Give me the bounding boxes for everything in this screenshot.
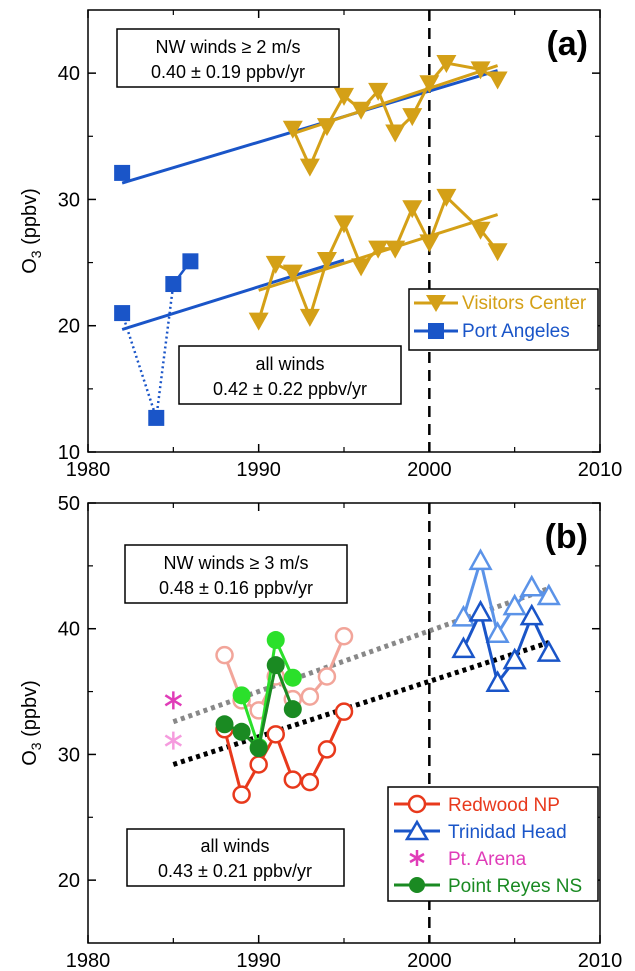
series-redwood-np-all-winds-point — [302, 774, 318, 790]
y-tick-label: 40 — [58, 63, 80, 85]
panel-b-nw-annotation-line1: NW winds ≥ 3 m/s — [164, 553, 309, 573]
panel-b-legend: Redwood NP Trinidad Head Pt. Arena Point… — [388, 787, 598, 901]
legend-port-angeles-label: Port Angeles — [462, 321, 570, 342]
panel-b-label: (b) — [545, 518, 588, 556]
x-tick-label: 1980 — [66, 950, 111, 971]
x-tick-label: 1990 — [236, 950, 281, 971]
legend-visitors-center-label: Visitors Center — [462, 293, 587, 314]
series-point-reyes-ns-nw-winds-3-m-s-point — [284, 669, 302, 687]
y-tick-label: 10 — [58, 442, 80, 464]
series-redwood-np-nw-winds-3-m-s-point — [302, 689, 318, 705]
series-redwood-np-all-winds-point — [268, 726, 284, 742]
series-port-angeles-all-winds-point — [148, 410, 164, 426]
y-tick-label: 30 — [58, 744, 80, 766]
panel-a-all-annotation-line2: 0.42 ± 0.22 ppbv/yr — [213, 379, 367, 399]
panel-b-all-annotation-line2: 0.43 ± 0.21 ppbv/yr — [158, 861, 312, 881]
panel-a-label: (a) — [546, 25, 588, 63]
series-redwood-np-nw-winds-3-m-s-point — [217, 647, 233, 663]
legend-point-reyes-marker — [409, 877, 425, 893]
series-redwood-np-all-winds-point — [336, 704, 352, 720]
legend-port-angeles: Port Angeles — [414, 321, 570, 342]
panel-b-all-annotation: all winds 0.43 ± 0.21 ppbv/yr — [127, 829, 344, 886]
y-tick-label: 30 — [58, 189, 80, 211]
x-tick-label: 2010 — [578, 950, 623, 971]
legend-trinidad-head-label: Trinidad Head — [448, 822, 567, 843]
legend-port-angeles-marker — [428, 323, 444, 339]
series-redwood-np-nw-winds-3-m-s-point — [319, 668, 335, 684]
x-tick-label: 1990 — [236, 459, 281, 481]
series-port-angeles-all-winds-point — [165, 276, 181, 292]
legend-pt-arena-label: Pt. Arena — [448, 849, 527, 870]
panel-b-nw-annotation: NW winds ≥ 3 m/s 0.48 ± 0.16 ppbv/yr — [125, 545, 347, 603]
panel-a-all-annotation: all winds 0.42 ± 0.22 ppbv/yr — [179, 346, 401, 404]
series-port-angeles-all-winds-point — [182, 253, 198, 269]
series-point-reyes-ns-nw-winds-3-m-s-point — [233, 686, 251, 704]
x-tick-label: 2000 — [407, 950, 452, 971]
legend-point-reyes-label: Point Reyes NS — [448, 876, 582, 897]
series-point-reyes-ns-all-winds-point — [250, 739, 268, 757]
x-tick-label: 2000 — [407, 459, 452, 481]
legend-redwood-np-label: Redwood NP — [448, 795, 560, 816]
panel-a-nw-annotation-line1: NW winds ≥ 2 m/s — [156, 37, 301, 57]
series-redwood-np-all-winds-point — [285, 772, 301, 788]
series-redwood-np-all-winds-point — [319, 741, 335, 757]
series-point-reyes-ns-nw-winds-3-m-s-point — [267, 631, 285, 649]
series-point-reyes-ns-all-winds-point — [284, 700, 302, 718]
y-tick-label: 40 — [58, 619, 80, 641]
panel-a-nw-annotation: NW winds ≥ 2 m/s 0.40 ± 0.19 ppbv/yr — [117, 29, 339, 87]
panel-a-ylabel: O3 (ppbv) — [19, 188, 44, 274]
panel-a-nw-annotation-line2: 0.40 ± 0.19 ppbv/yr — [151, 62, 305, 82]
panel-b-ylabel: O3 (ppbv) — [19, 680, 44, 766]
series-point-reyes-ns-all-winds-point — [233, 723, 251, 741]
y-tick-label: 20 — [58, 316, 80, 338]
legend-redwood-np-marker — [409, 796, 425, 812]
series-point-reyes-ns-all-winds-point — [216, 715, 234, 733]
legend-redwood-np: Redwood NP — [394, 795, 560, 816]
panel-a-all-annotation-line1: all winds — [255, 354, 324, 374]
series-redwood-np-nw-winds-3-m-s-point — [336, 628, 352, 644]
series-port-angeles-nw-winds-2-m-s-point — [114, 165, 130, 181]
panel-a-legend: Visitors Center Port Angeles — [409, 289, 598, 350]
series-port-angeles-nw-winds-2-m-s — [114, 165, 130, 181]
legend-trinidad-head: Trinidad Head — [394, 822, 567, 843]
series-port-angeles-all-winds-point — [114, 305, 130, 321]
y-tick-label: 50 — [58, 493, 80, 515]
y-tick-label: 20 — [58, 870, 80, 892]
series-redwood-np-all-winds-point — [234, 787, 250, 803]
series-point-reyes-ns-all-winds-point — [267, 656, 285, 674]
panel-b-all-annotation-line1: all winds — [200, 836, 269, 856]
series-redwood-np-all-winds-point — [251, 756, 267, 772]
panel-b-nw-annotation-line2: 0.48 ± 0.16 ppbv/yr — [159, 578, 313, 598]
x-tick-label: 2010 — [578, 459, 623, 481]
